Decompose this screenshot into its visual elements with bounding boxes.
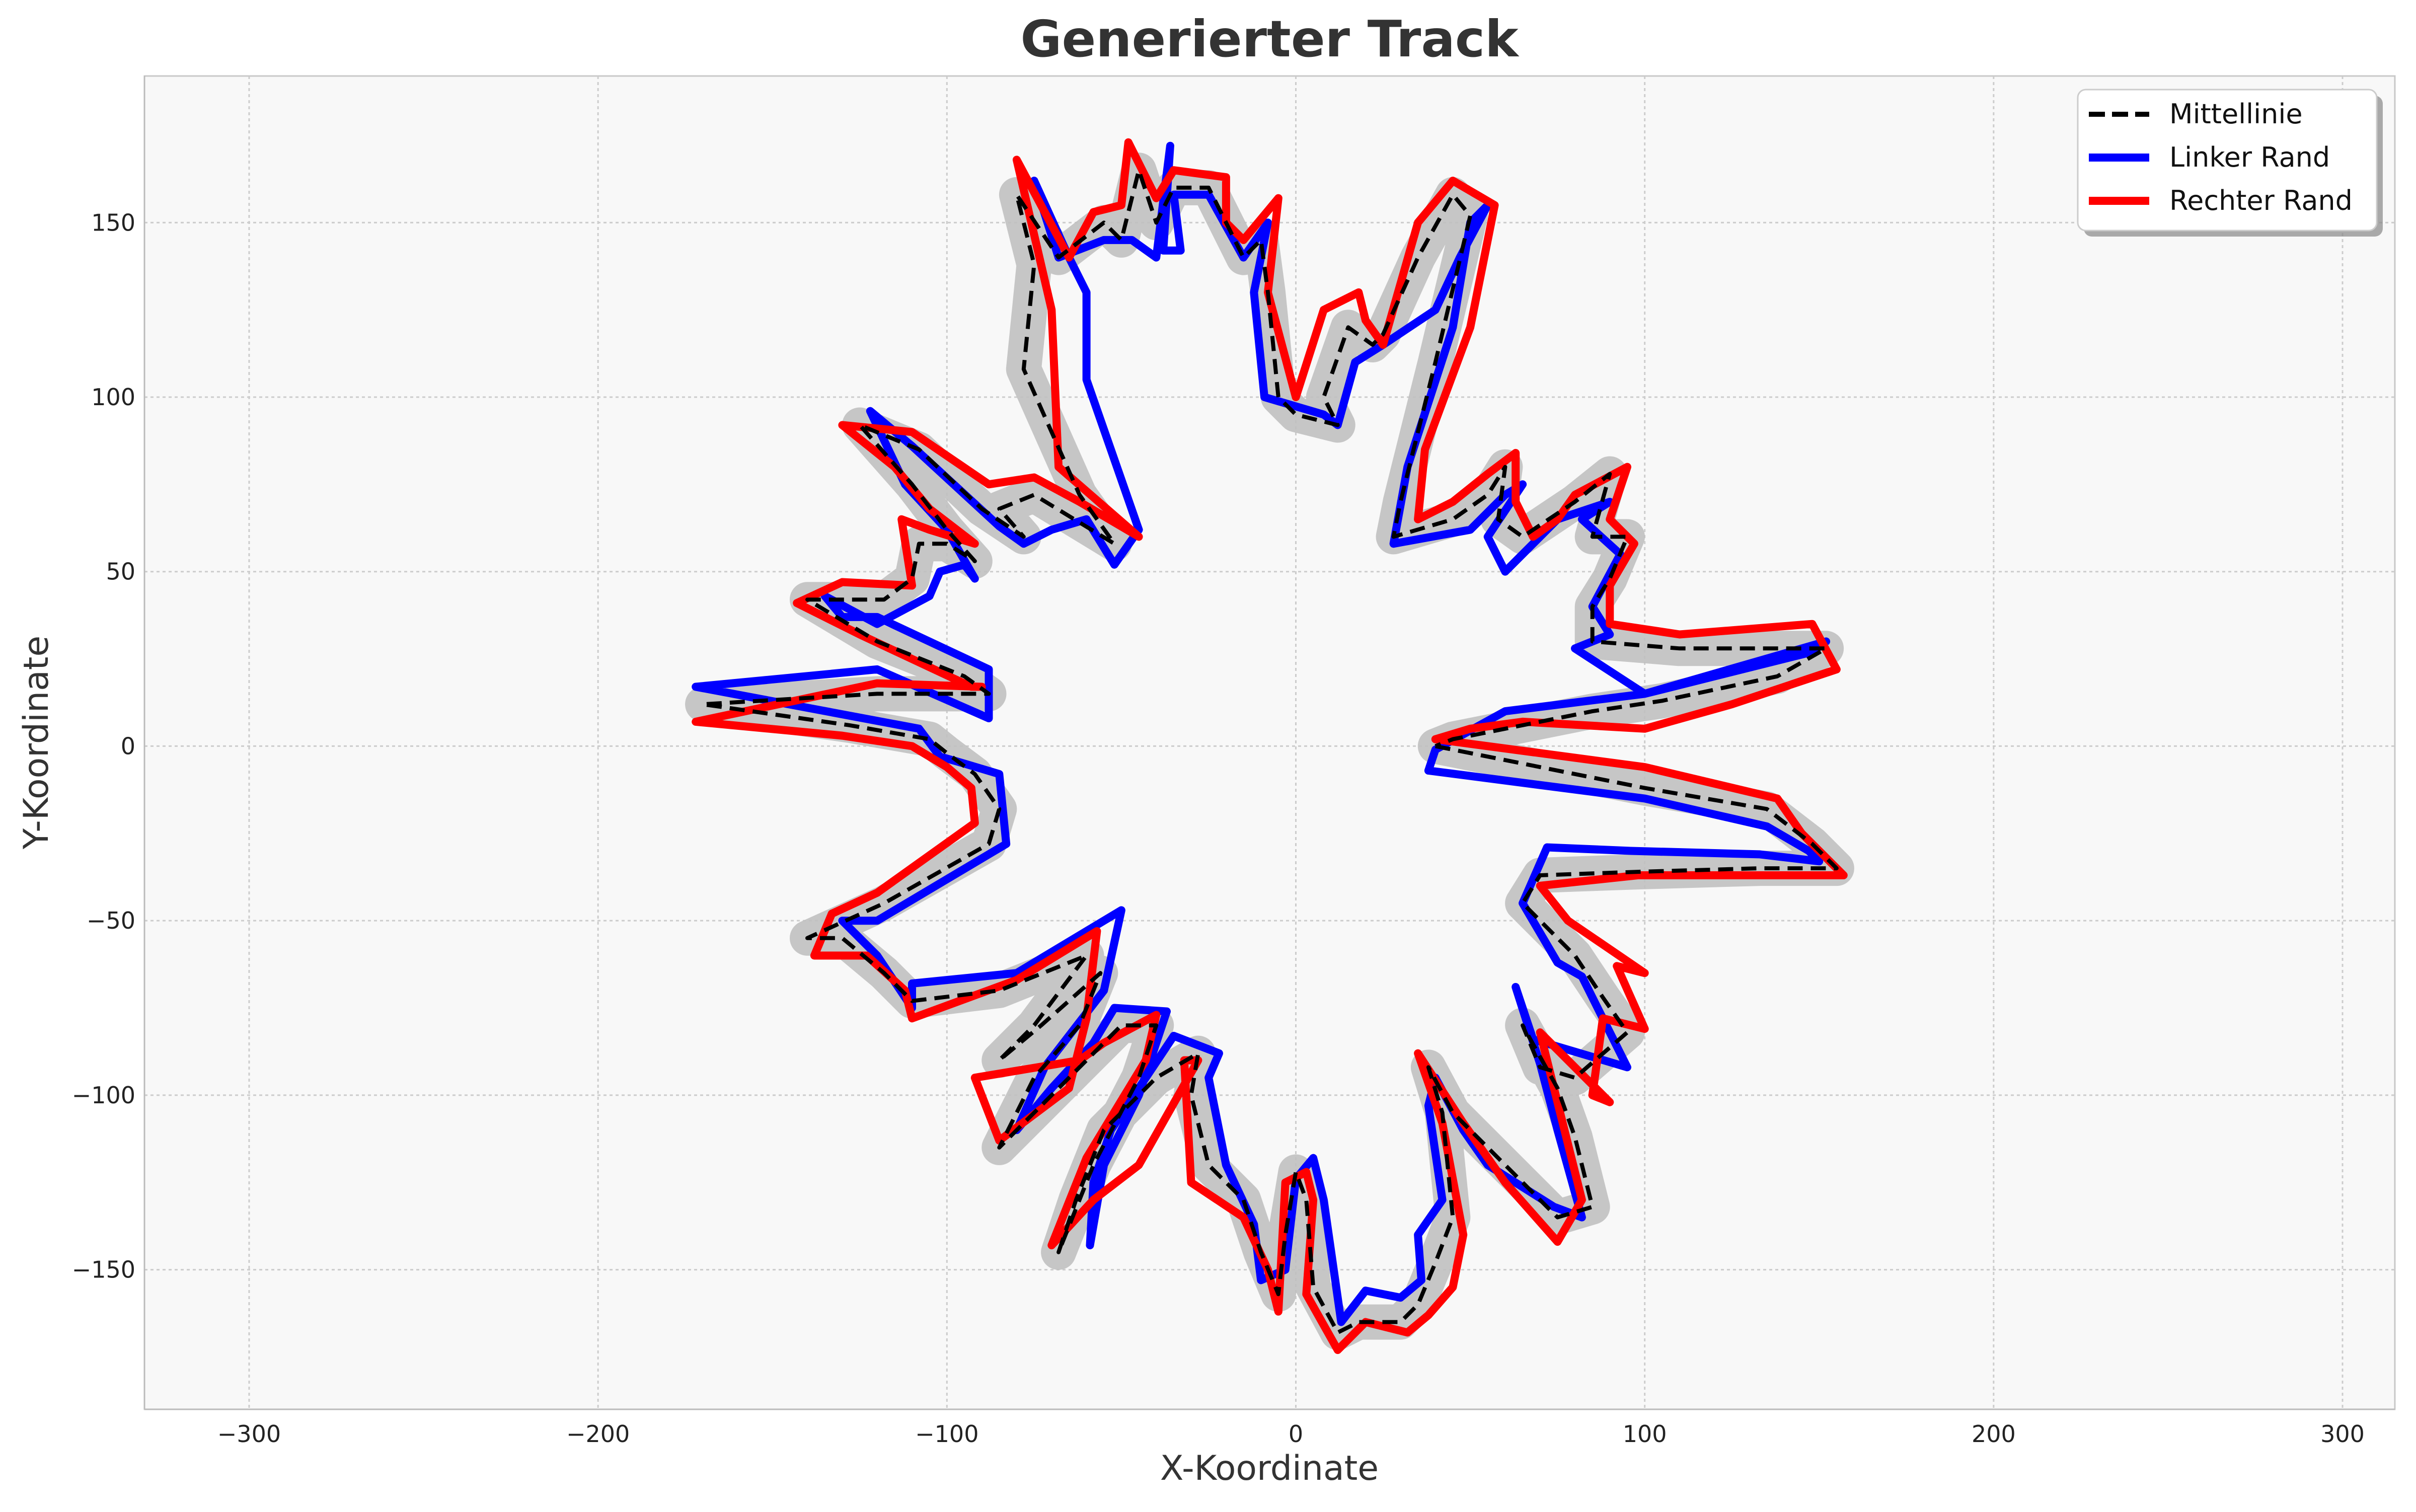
x-tick-label: 300 — [2320, 1420, 2365, 1448]
legend-label-mittellinie: Mittellinie — [2169, 98, 2303, 130]
series-layer — [685, 138, 1854, 1354]
x-tick-label: 100 — [1623, 1420, 1667, 1448]
y-tick-label: −50 — [87, 907, 135, 934]
x-tick-label: −100 — [915, 1420, 978, 1448]
series-mittellinie — [701, 168, 1839, 1335]
y-axis-label: Y-Koordinate — [17, 636, 56, 850]
legend: Mittellinie Linker Rand Rechter Rand — [2077, 89, 2383, 237]
y-tick-label: 150 — [91, 209, 135, 236]
x-tick-label: −200 — [566, 1420, 630, 1448]
legend-label-rechter-rand: Rechter Rand — [2169, 185, 2353, 216]
legend-label-linker-rand: Linker Rand — [2169, 141, 2330, 173]
legend-box — [2077, 89, 2378, 232]
y-tick-label: −100 — [72, 1082, 135, 1109]
y-tick-label: 50 — [106, 558, 135, 585]
series-linker-rand — [692, 141, 1831, 1326]
chart-title: Generierter Track — [1020, 10, 1520, 68]
y-tick-label: 0 — [121, 732, 135, 760]
x-tick-label: 200 — [1972, 1420, 2016, 1448]
axes: −300 −200 −100 0 100 200 300 −150 −100 −50 0 50 100 1… — [72, 76, 2395, 1448]
x-tick-label: 0 — [1289, 1420, 1303, 1448]
y-tick-label: −150 — [72, 1256, 135, 1283]
x-tick-label: −300 — [217, 1420, 281, 1448]
y-tick-label: 100 — [91, 384, 135, 411]
x-axis-label: X-Koordinate — [1160, 1449, 1379, 1488]
